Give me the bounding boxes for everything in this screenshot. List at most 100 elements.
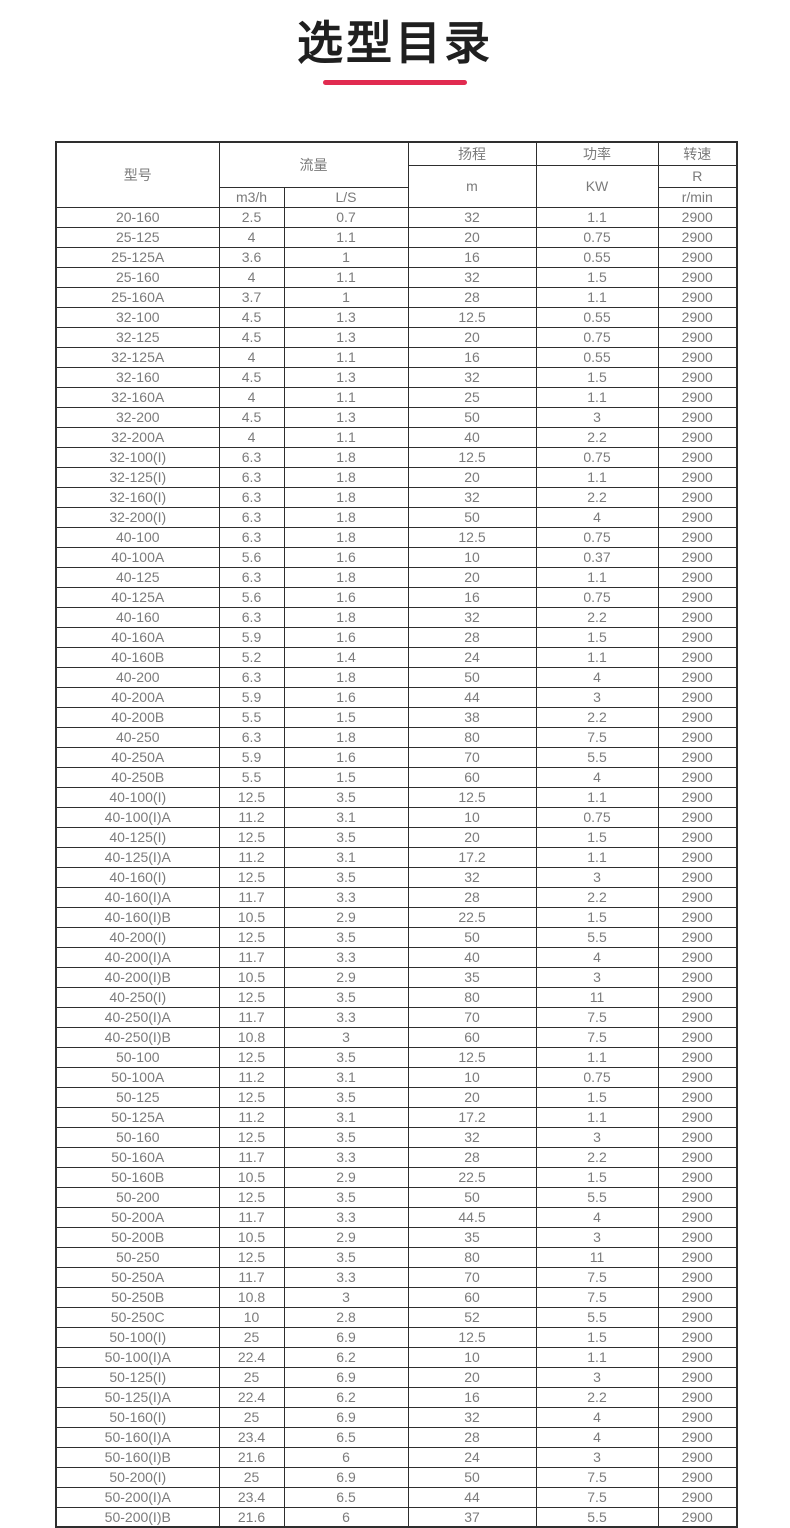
head-cell: 12.5 bbox=[407, 446, 537, 468]
flow-ls-cell: 1.3 bbox=[283, 366, 409, 388]
head-cell: 70 bbox=[407, 1006, 537, 1028]
head-cell: 44 bbox=[407, 686, 537, 708]
power-cell: 1.1 bbox=[535, 386, 659, 408]
flow-m3h-cell: 4 bbox=[218, 426, 285, 448]
flow-m3h-cell: 10.5 bbox=[218, 1226, 285, 1248]
model-cell: 50-200(I)A bbox=[55, 1486, 220, 1508]
speed-cell: 2900 bbox=[657, 306, 738, 328]
model-cell: 25-160A bbox=[55, 286, 220, 308]
head-cell: 20 bbox=[407, 326, 537, 348]
flow-m3h-cell: 5.9 bbox=[218, 746, 285, 768]
power-cell: 11 bbox=[535, 986, 659, 1008]
head-cell: 20 bbox=[407, 566, 537, 588]
head-cell: 10 bbox=[407, 1346, 537, 1368]
head-cell: 20 bbox=[407, 826, 537, 848]
flow-ls-cell: 1.3 bbox=[283, 326, 409, 348]
flow-ls-cell: 6.9 bbox=[283, 1326, 409, 1348]
model-cell: 50-200B bbox=[55, 1226, 220, 1248]
power-cell: 1.1 bbox=[535, 646, 659, 668]
flow-ls-cell: 1.8 bbox=[283, 446, 409, 468]
flow-ls-cell: 1.5 bbox=[283, 766, 409, 788]
flow-m3h-cell: 6.3 bbox=[218, 526, 285, 548]
power-cell: 0.55 bbox=[535, 306, 659, 328]
flow-ls-cell: 3.1 bbox=[283, 806, 409, 828]
head-cell: 28 bbox=[407, 1146, 537, 1168]
header-speed-unit-r: R bbox=[657, 164, 738, 188]
power-cell: 4 bbox=[535, 1206, 659, 1228]
speed-cell: 2900 bbox=[657, 1046, 738, 1068]
head-cell: 32 bbox=[407, 266, 537, 288]
flow-m3h-cell: 21.6 bbox=[218, 1446, 285, 1468]
speed-cell: 2900 bbox=[657, 446, 738, 468]
flow-ls-cell: 1.1 bbox=[283, 266, 409, 288]
model-cell: 40-200(I)B bbox=[55, 966, 220, 988]
flow-ls-cell: 3.5 bbox=[283, 986, 409, 1008]
flow-m3h-cell: 6.3 bbox=[218, 726, 285, 748]
speed-cell: 2900 bbox=[657, 686, 738, 708]
head-cell: 16 bbox=[407, 346, 537, 368]
flow-m3h-cell: 12.5 bbox=[218, 1126, 285, 1148]
flow-ls-cell: 2.8 bbox=[283, 1306, 409, 1328]
head-cell: 50 bbox=[407, 926, 537, 948]
head-cell: 52 bbox=[407, 1306, 537, 1328]
power-cell: 0.75 bbox=[535, 586, 659, 608]
table-body: 20-160 2.5 0.7 32 1.1 2900 25-125 4 1.1 20 0.75 290… bbox=[55, 206, 738, 1528]
model-cell: 50-100A bbox=[55, 1066, 220, 1088]
flow-m3h-cell: 6.3 bbox=[218, 446, 285, 468]
speed-cell: 2900 bbox=[657, 1406, 738, 1428]
flow-m3h-cell: 11.7 bbox=[218, 1206, 285, 1228]
model-cell: 40-125 bbox=[55, 566, 220, 588]
model-cell: 40-100(I) bbox=[55, 786, 220, 808]
flow-ls-cell: 3.5 bbox=[283, 786, 409, 808]
title-accent-divider bbox=[323, 80, 467, 86]
flow-m3h-cell: 11.2 bbox=[218, 1106, 285, 1128]
speed-cell: 2900 bbox=[657, 1366, 738, 1388]
flow-ls-cell: 1.8 bbox=[283, 666, 409, 688]
power-cell: 2.2 bbox=[535, 886, 659, 908]
model-cell: 50-125(I) bbox=[55, 1366, 220, 1388]
flow-ls-cell: 2.9 bbox=[283, 1226, 409, 1248]
flow-ls-cell: 3.3 bbox=[283, 1266, 409, 1288]
table-row: 50-200 12.5 3.5 50 5.5 2900 bbox=[55, 1186, 738, 1208]
flow-m3h-cell: 6.3 bbox=[218, 606, 285, 628]
flow-m3h-cell: 10.8 bbox=[218, 1026, 285, 1048]
power-cell: 0.75 bbox=[535, 806, 659, 828]
head-cell: 60 bbox=[407, 766, 537, 788]
table-row: 32-125 4.5 1.3 20 0.75 2900 bbox=[55, 326, 738, 348]
head-cell: 12.5 bbox=[407, 526, 537, 548]
table-row: 40-200(I)A 11.7 3.3 40 4 2900 bbox=[55, 946, 738, 968]
speed-cell: 2900 bbox=[657, 746, 738, 768]
speed-cell: 2900 bbox=[657, 546, 738, 568]
speed-cell: 2900 bbox=[657, 1346, 738, 1368]
power-cell: 2.2 bbox=[535, 1146, 659, 1168]
head-cell: 44 bbox=[407, 1486, 537, 1508]
speed-cell: 2900 bbox=[657, 1066, 738, 1088]
head-cell: 12.5 bbox=[407, 1326, 537, 1348]
head-cell: 24 bbox=[407, 646, 537, 668]
power-cell: 4 bbox=[535, 1426, 659, 1448]
table-row: 50-250B 10.8 3 60 7.5 2900 bbox=[55, 1286, 738, 1308]
flow-ls-cell: 1.8 bbox=[283, 486, 409, 508]
head-cell: 32 bbox=[407, 486, 537, 508]
head-cell: 35 bbox=[407, 966, 537, 988]
speed-cell: 2900 bbox=[657, 806, 738, 828]
power-cell: 4 bbox=[535, 506, 659, 528]
table-row: 32-160(I) 6.3 1.8 32 2.2 2900 bbox=[55, 486, 738, 508]
table-row: 32-200A 4 1.1 40 2.2 2900 bbox=[55, 426, 738, 448]
flow-m3h-cell: 25 bbox=[218, 1466, 285, 1488]
model-cell: 40-250(I)A bbox=[55, 1006, 220, 1028]
head-cell: 20 bbox=[407, 1086, 537, 1108]
table-row: 50-100(I) 25 6.9 12.5 1.5 2900 bbox=[55, 1326, 738, 1348]
head-cell: 50 bbox=[407, 1466, 537, 1488]
model-cell: 40-100(I)A bbox=[55, 806, 220, 828]
model-cell: 40-250A bbox=[55, 746, 220, 768]
flow-m3h-cell: 11.2 bbox=[218, 1066, 285, 1088]
speed-cell: 2900 bbox=[657, 1186, 738, 1208]
power-cell: 2.2 bbox=[535, 706, 659, 728]
table-row: 25-125 4 1.1 20 0.75 2900 bbox=[55, 226, 738, 248]
model-cell: 20-160 bbox=[55, 206, 220, 228]
table-row: 50-200(I)B 21.6 6 37 5.5 2900 bbox=[55, 1506, 738, 1528]
flow-m3h-cell: 25 bbox=[218, 1366, 285, 1388]
model-cell: 50-160(I) bbox=[55, 1406, 220, 1428]
power-cell: 4 bbox=[535, 666, 659, 688]
